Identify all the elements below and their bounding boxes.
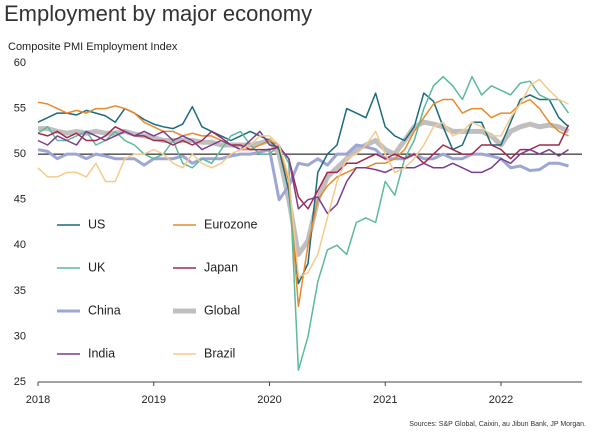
legend-label: China [88, 303, 121, 317]
legend-label: Global [204, 303, 240, 317]
series-line [37, 75, 570, 371]
series-line [37, 130, 569, 215]
y-tick-label: 60 [14, 57, 26, 69]
y-tick-label: 25 [14, 376, 26, 388]
x-tick-label: 2018 [26, 394, 50, 406]
series-line [37, 143, 569, 202]
series-line [37, 92, 570, 285]
y-tick-label: 45 [14, 194, 26, 206]
series-line [38, 119, 570, 257]
y-tick-label: 35 [14, 285, 26, 297]
y-tick-label: 40 [14, 239, 26, 251]
legend-label: Eurozone [204, 217, 258, 231]
chart-title: Employment by major economy [4, 1, 312, 26]
legend-label: India [88, 346, 115, 360]
legend-label: Brazil [204, 346, 235, 360]
x-tick-label: 2021 [373, 394, 397, 406]
y-tick-label: 55 [14, 102, 26, 114]
series-line [37, 78, 569, 278]
legend-label: US [88, 217, 105, 231]
chart-subtitle: Composite PMI Employment Index [8, 41, 178, 53]
x-tick-label: 2022 [489, 394, 513, 406]
legend-label: UK [88, 260, 106, 274]
legend-label: Japan [204, 260, 238, 274]
y-tick-label: 30 [14, 330, 26, 342]
source-note: Sources: S&P Global, Caixin, au Jibun Ba… [409, 421, 586, 428]
series-line [37, 98, 569, 308]
y-tick-label: 50 [14, 148, 26, 160]
x-tick-label: 2020 [257, 394, 281, 406]
x-tick-label: 2019 [142, 394, 166, 406]
